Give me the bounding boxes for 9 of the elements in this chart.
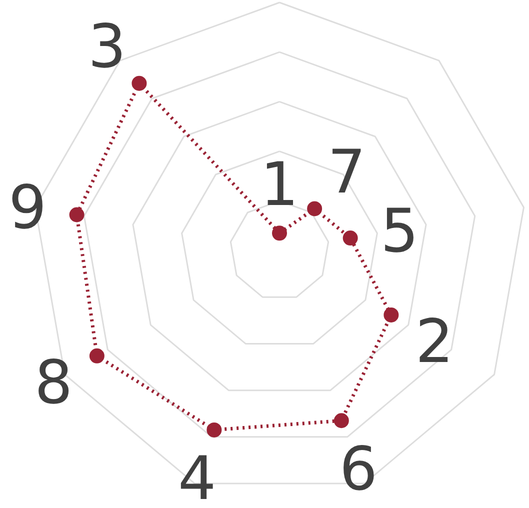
spoke-label: 5: [380, 196, 419, 266]
spoke-label: 6: [339, 434, 378, 505]
spoke-label: 4: [178, 444, 216, 508]
spoke-label: 3: [88, 12, 126, 82]
spoke-label: 9: [8, 173, 47, 244]
spoke-label: 7: [328, 137, 366, 208]
spoke-label: 2: [415, 306, 454, 377]
spoke-label: 1: [260, 150, 299, 220]
spoke-label: 8: [34, 348, 73, 418]
